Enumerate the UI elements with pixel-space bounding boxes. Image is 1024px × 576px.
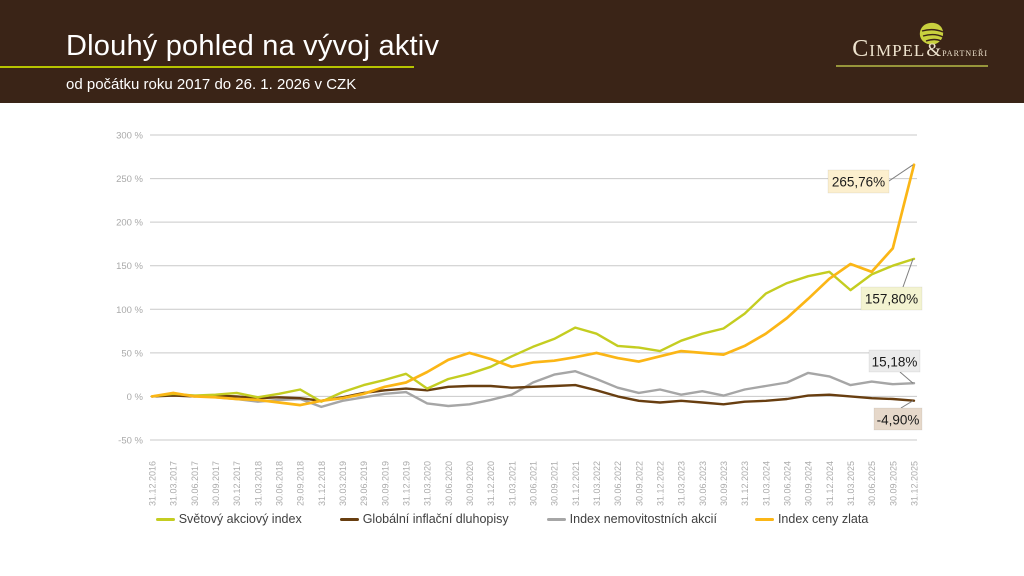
x-axis-tick-label: 29.06.2019 [359,461,369,506]
x-axis-tick-label: 30.09.2021 [550,461,560,506]
logo-ampersand: & [926,40,942,61]
y-axis-tick-label: -50 % [118,436,143,447]
series-line-1 [150,257,916,403]
x-axis-tick-label: 31.12.2020 [486,461,496,506]
callout-leader [902,258,914,288]
header: Dlouhý pohled na vývoj aktiv od počátku … [0,0,1024,103]
x-axis-tick-label: 30.09.2017 [211,461,221,506]
callout-value: -4,90% [877,413,920,428]
y-axis-tick-label: 0 % [127,392,144,403]
logo-name: Cimpel [852,36,926,62]
x-axis-tick-label: 31.12.2025 [910,461,920,506]
x-axis-tick-label: 31.12.2021 [571,461,581,506]
x-axis-tick-label: 30.06.2024 [783,461,793,506]
y-axis-tick-label: 300 % [116,131,143,142]
y-axis-tick-label: 50 % [121,348,143,359]
x-axis-tick-label: 31.03.2017 [169,461,179,506]
series-line-3 [150,370,916,409]
x-axis-tick-label: 30.06.2025 [867,461,877,506]
x-axis-tick-label: 31.03.2020 [423,461,433,506]
series-line-2 [150,383,916,406]
callout-box [868,349,921,373]
x-axis-tick-label: 31.03.2022 [592,461,602,506]
x-axis-tick-label: 31.12.2018 [317,461,327,506]
chart-area: 300 % 250 % 200 % 150 % 100 % 50 % 0 % -50 % 31.… [0,103,1024,576]
legend-label: Index nemovitostních akcií [569,512,717,526]
logo-underline [836,65,988,67]
x-axis-tick-label: 30.06.2020 [444,461,454,506]
legend-swatch [339,517,359,521]
x-axis-tick-label: 30.06.2022 [613,461,623,506]
x-axis-tick-label: 31.12.2024 [825,461,835,506]
x-axis-tick-label: 30.06.2021 [529,461,539,506]
x-axis-tick-label: 31.12.2016 [148,461,158,506]
y-axis-tick-label: 200 % [116,218,143,229]
callout-leader [899,371,914,384]
x-axis-tick-label: 31.03.2021 [507,461,517,506]
logo-suffix: partneři [942,45,988,59]
x-axis-tick-label: 30.06.2018 [275,461,285,506]
logo-text: Cimpel&partneři [836,22,988,63]
series-line-4 [150,163,916,407]
legend-item: Globální inflační dluhopisy [339,512,509,526]
x-axis-tick-label: 31.12.2022 [656,461,666,506]
leaf-icon [919,22,944,45]
x-axis-tick-label: 31.12.2023 [740,461,750,506]
x-axis-tick-label: 31.12.2019 [402,461,412,506]
x-axis-tick-label: 31.03.2023 [677,461,687,506]
legend-swatch [155,517,175,521]
x-axis-tick-label: 30.06.2023 [698,461,708,506]
legend-label: Světový akciový index [178,512,302,526]
x-axis-tick-label: 30.06.2017 [190,461,200,506]
legend-item: Světový akciový index [155,512,302,526]
y-axis-tick-label: 100 % [116,305,143,316]
callout-value: 157,80% [865,292,918,307]
callout-leader [888,164,914,182]
x-axis-tick-label: 30.12.2017 [232,461,242,506]
chart-legend: Světový akciový index Globální inflační d… [0,512,1024,526]
page-subtitle: od počátku roku 2017 do 26. 1. 2026 v CZ… [66,76,357,93]
x-axis-tick-label: 30.09.2022 [634,461,644,506]
x-axis-tick-label: 31.03.2024 [761,461,771,506]
x-axis-tick-label: 31.03.2025 [846,461,856,506]
legend-item: Index nemovitostních akcií [546,512,717,526]
x-axis-tick-label: 30.03.2019 [338,461,348,506]
callout-box [860,286,923,311]
legend-item: Index ceny zlata [754,512,869,526]
y-axis-tick-label: 150 % [116,261,143,272]
x-axis-tick-label: 31.03.2018 [253,461,263,506]
x-axis-tick-label: 30.09.2025 [888,461,898,506]
x-axis-tick-label: 30.09.2023 [719,461,729,506]
x-axis-tick-label: 29.09.2018 [296,461,306,506]
title-underline [0,66,414,68]
page-title: Dlouhý pohled na vývoj aktiv [66,30,440,62]
legend-swatch [754,517,774,521]
x-axis-tick-label: 30.09.2024 [804,461,814,506]
callout-leader [900,400,914,409]
callout-value: 265,76% [832,175,885,190]
x-axis-tick-label: 30.09.2020 [465,461,475,506]
callout-box [873,407,923,431]
y-axis-tick-label: 250 % [116,174,143,185]
callout-box [827,169,890,194]
x-axis-tick-label: 30.09.2019 [380,461,390,506]
company-logo: Cimpel&partneři [836,22,988,67]
legend-swatch [546,517,566,521]
legend-label: Index ceny zlata [777,512,869,526]
legend-label: Globální inflační dluhopisy [362,512,509,526]
callout-value: 15,18% [872,355,918,370]
